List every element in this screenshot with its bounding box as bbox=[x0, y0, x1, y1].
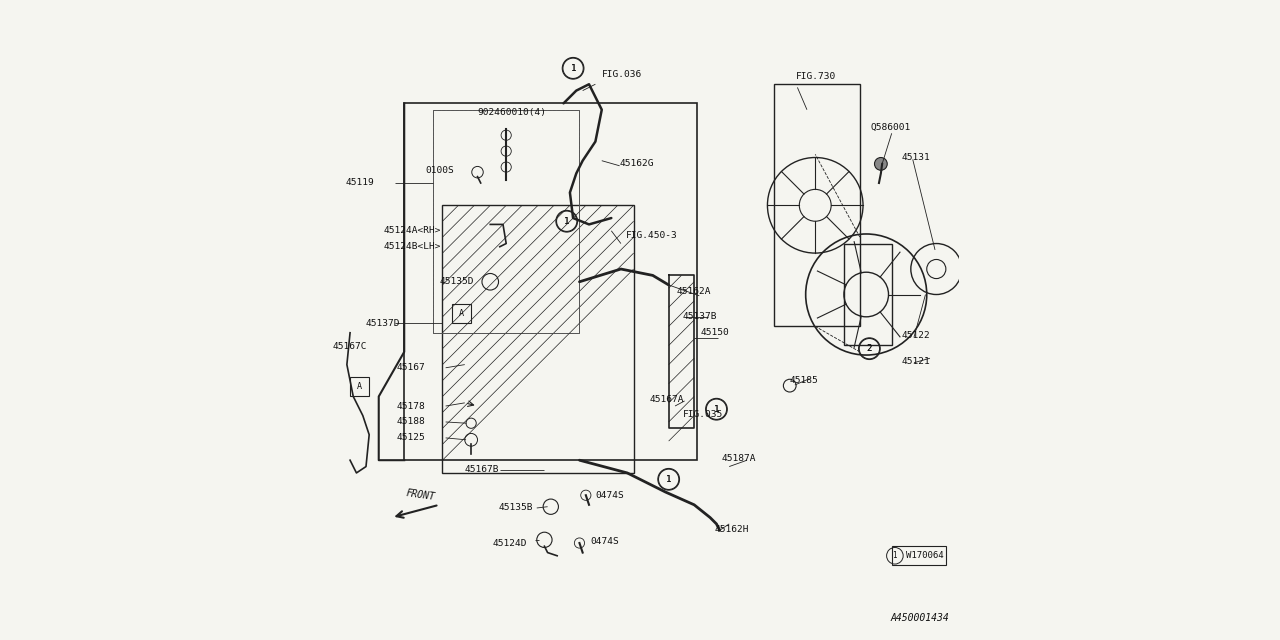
Text: 45119: 45119 bbox=[346, 179, 374, 188]
Text: 45178: 45178 bbox=[397, 401, 425, 410]
Text: FIG.730: FIG.730 bbox=[796, 72, 836, 81]
Bar bbox=[774, 84, 860, 326]
Text: W170064: W170064 bbox=[906, 551, 943, 560]
Text: 45167B: 45167B bbox=[465, 465, 499, 474]
Bar bbox=[452, 304, 471, 323]
Text: 45162H: 45162H bbox=[714, 525, 749, 534]
Bar bbox=[404, 103, 698, 460]
Text: 45167: 45167 bbox=[397, 364, 425, 372]
Text: 2: 2 bbox=[867, 344, 872, 353]
Text: 45167C: 45167C bbox=[333, 342, 367, 351]
Text: 45135D: 45135D bbox=[439, 277, 474, 286]
Text: 1: 1 bbox=[564, 217, 570, 226]
Text: 45124D: 45124D bbox=[493, 538, 526, 548]
Text: 45185: 45185 bbox=[788, 376, 818, 385]
Text: 45150: 45150 bbox=[700, 328, 730, 337]
Text: 45135B: 45135B bbox=[498, 504, 532, 513]
Bar bbox=[844, 244, 892, 346]
Bar bbox=[892, 546, 946, 565]
Text: Q586001: Q586001 bbox=[870, 123, 911, 132]
Text: 45124A<RH>: 45124A<RH> bbox=[383, 227, 440, 236]
Text: 45131: 45131 bbox=[901, 153, 931, 162]
Text: A: A bbox=[460, 309, 465, 318]
Circle shape bbox=[874, 157, 887, 170]
Text: 45162G: 45162G bbox=[620, 159, 654, 168]
Text: FIG.035: FIG.035 bbox=[682, 410, 723, 419]
Text: 1: 1 bbox=[666, 475, 672, 484]
Text: 45187A: 45187A bbox=[722, 454, 756, 463]
Bar bbox=[349, 378, 369, 396]
Text: FIG.036: FIG.036 bbox=[602, 70, 643, 79]
Text: 1: 1 bbox=[564, 217, 570, 226]
Text: 1: 1 bbox=[571, 64, 576, 73]
Text: 0474S: 0474S bbox=[590, 537, 620, 547]
Text: 45125: 45125 bbox=[397, 433, 425, 442]
Text: 0100S: 0100S bbox=[425, 166, 454, 175]
Bar bbox=[443, 205, 634, 473]
Text: 45124B<LH>: 45124B<LH> bbox=[383, 242, 440, 252]
Text: 45137D: 45137D bbox=[366, 319, 401, 328]
Text: 1: 1 bbox=[714, 404, 719, 413]
Text: 0474S: 0474S bbox=[595, 491, 625, 500]
Text: 902460010(4): 902460010(4) bbox=[477, 108, 547, 117]
Text: A: A bbox=[357, 383, 362, 392]
Text: 45162A: 45162A bbox=[677, 287, 712, 296]
Text: A450001434: A450001434 bbox=[891, 612, 948, 623]
Text: 45167A: 45167A bbox=[649, 395, 684, 404]
Text: FRONT: FRONT bbox=[404, 488, 435, 502]
Text: 45122: 45122 bbox=[901, 332, 931, 340]
Text: 1: 1 bbox=[666, 475, 672, 484]
Bar bbox=[433, 109, 580, 333]
Text: 45137B: 45137B bbox=[682, 312, 717, 321]
Text: 2: 2 bbox=[867, 344, 872, 353]
Text: 1: 1 bbox=[892, 551, 897, 560]
Text: 1: 1 bbox=[714, 404, 719, 413]
Text: 1: 1 bbox=[571, 64, 576, 73]
Text: FIG.450-3: FIG.450-3 bbox=[626, 232, 677, 241]
Text: 45188: 45188 bbox=[397, 417, 425, 426]
Text: 45121: 45121 bbox=[901, 357, 931, 366]
